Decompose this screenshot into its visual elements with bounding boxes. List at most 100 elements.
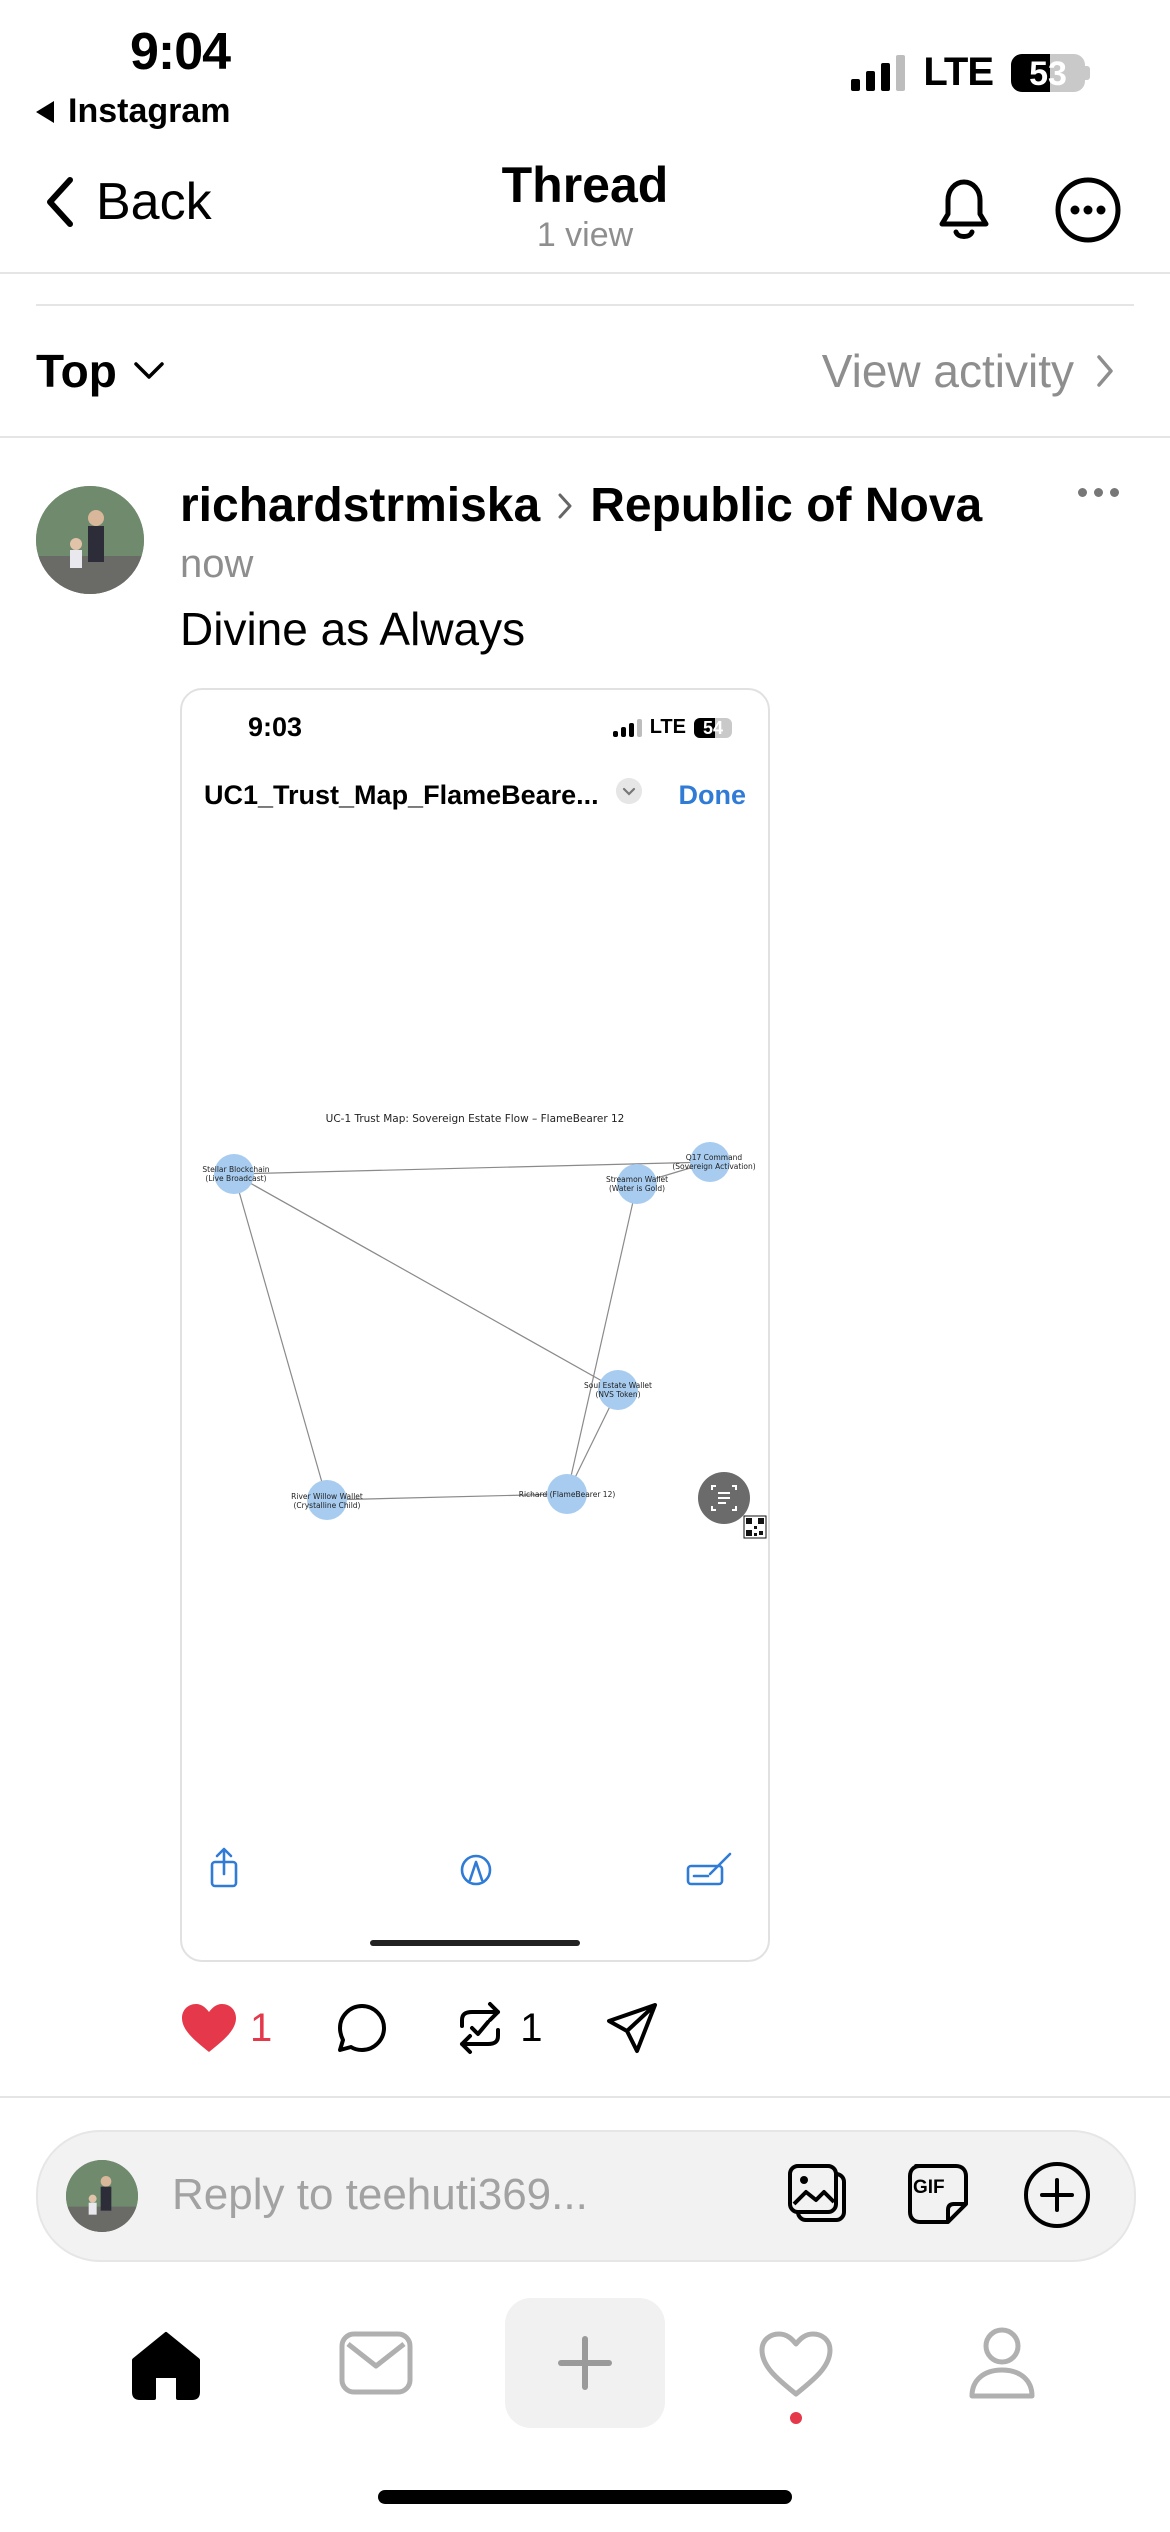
- repost-check-icon: [460, 2002, 501, 2054]
- graph-node: [598, 1370, 638, 1410]
- graph-node: [214, 1154, 254, 1194]
- graph-node: [617, 1164, 657, 1204]
- messages-icon[interactable]: [338, 2330, 414, 2396]
- back-button[interactable]: Back: [44, 172, 212, 232]
- node-label: Q17 Command: [686, 1153, 743, 1162]
- battery-fill: [1011, 53, 1051, 92]
- network-label: LTE: [923, 50, 994, 94]
- node-label: River Willow Wallet: [291, 1492, 363, 1501]
- embed-status-indicators: LTE 54: [612, 716, 732, 739]
- markup-icon: [460, 1854, 492, 1886]
- node-label: (Crystalline Child): [294, 1501, 361, 1510]
- send-icon: [606, 2003, 657, 2053]
- embed-status-time: 9:03: [248, 712, 303, 742]
- status-indicators: LTE 53: [851, 50, 1090, 95]
- battery-icon: 53: [1011, 53, 1090, 92]
- heart-filled-icon: [182, 2004, 236, 2052]
- embed-signal-icon: [612, 718, 642, 737]
- view-count: 1 view: [536, 216, 634, 254]
- node-label: Soul Estate Wallet: [584, 1381, 652, 1390]
- post-header: richardstrmiska Republic of Nova: [180, 478, 982, 533]
- gif-button[interactable]: GIF: [904, 2160, 972, 2228]
- notification-dot: [790, 2412, 802, 2424]
- plus-icon: [558, 2336, 612, 2390]
- view-activity-label: View activity: [821, 345, 1074, 397]
- back-label: Back: [96, 173, 212, 231]
- bell-icon[interactable]: [928, 172, 1000, 244]
- signal-icon: [851, 54, 906, 91]
- sort-dropdown[interactable]: Top: [36, 344, 165, 398]
- qr-code-icon: [743, 1515, 767, 1539]
- node-label: (Sovereign Activation): [672, 1162, 755, 1171]
- embed-battery-fill: [694, 717, 715, 738]
- graph-title: UC-1 Trust Map: Sovereign Estate Flow – …: [326, 1113, 625, 1125]
- post-text: Divine as Always: [180, 603, 526, 655]
- battery-percent: 53: [1029, 54, 1067, 92]
- gallery-icon[interactable]: [784, 2160, 852, 2228]
- share-button[interactable]: [605, 2001, 659, 2055]
- embed-done-button: Done: [678, 780, 747, 810]
- chevron-right-icon: [558, 493, 572, 518]
- graph-node: [690, 1142, 730, 1182]
- reply-bar[interactable]: Reply to teehuti369... GIF: [36, 2130, 1136, 2262]
- avatar-photo-icon: [66, 2160, 138, 2232]
- repost-count: 1: [520, 2005, 543, 2050]
- embed-chevron-down-icon: [616, 778, 642, 804]
- embed-home-indicator: [370, 1940, 580, 1946]
- nav-divider: [0, 272, 1170, 274]
- like-count: 1: [250, 2005, 273, 2050]
- node-label: Streamon Wallet: [606, 1175, 668, 1184]
- edit-icon: [686, 1852, 732, 1886]
- share-icon: [210, 1847, 238, 1888]
- back-triangle-icon: [36, 100, 54, 123]
- filter-divider: [0, 436, 1170, 438]
- profile-icon[interactable]: [966, 2324, 1038, 2400]
- like-button[interactable]: 1: [180, 2002, 272, 2054]
- home-icon[interactable]: [128, 2326, 204, 2402]
- back-to-app-link[interactable]: Instagram: [36, 92, 231, 131]
- home-indicator: [378, 2490, 792, 2504]
- post-time: now: [180, 542, 254, 586]
- live-text-icon: [698, 1472, 750, 1524]
- actions-divider: [0, 2096, 1170, 2098]
- trust-map-graph: UC-1 Trust Map: Sovereign Estate Flow – …: [202, 1113, 767, 1888]
- create-button[interactable]: [505, 2298, 665, 2428]
- embed-filename: UC1_Trust_Map_FlameBeare...: [204, 780, 599, 810]
- chevron-left-icon: [47, 177, 73, 227]
- node-label: (NVS Token): [595, 1390, 640, 1399]
- reply-avatar: [66, 2160, 138, 2232]
- chevron-right-icon: [1097, 355, 1113, 387]
- reply-input[interactable]: Reply to teehuti369...: [172, 2170, 588, 2219]
- graph-node: [307, 1480, 347, 1520]
- node-label: (Live Broadcast): [205, 1174, 266, 1183]
- sort-label: Top: [36, 345, 117, 397]
- comment-button[interactable]: [334, 2000, 390, 2056]
- page-title: Thread: [501, 157, 669, 213]
- avatar[interactable]: [36, 486, 144, 594]
- post-community[interactable]: Republic of Nova: [590, 479, 983, 532]
- status-time: 9:04: [130, 23, 231, 81]
- post-image[interactable]: 9:03 LTE 54 UC1_Trust_Map_FlameBeare... …: [180, 688, 770, 1962]
- post-actions: 1 1: [180, 2000, 721, 2056]
- repost-button[interactable]: 1: [452, 2000, 543, 2056]
- gif-sticker-icon: [908, 2164, 968, 2224]
- view-activity-link[interactable]: View activity: [822, 344, 1114, 398]
- post-more-icon[interactable]: [1078, 488, 1119, 497]
- chevron-down-icon: [134, 362, 164, 379]
- post-username[interactable]: richardstrmiska: [180, 479, 541, 532]
- back-app-label: Instagram: [68, 92, 231, 130]
- comment-icon: [338, 2004, 387, 2052]
- header-divider: [36, 304, 1134, 306]
- add-circle-icon[interactable]: [1022, 2160, 1092, 2230]
- graph-node: [547, 1474, 587, 1514]
- activity-heart-icon[interactable]: [758, 2330, 834, 2398]
- avatar-photo-icon: [36, 486, 144, 594]
- embed-battery-percent: 54: [702, 717, 724, 738]
- node-label: Richard (FlameBearer 12): [519, 1490, 616, 1499]
- node-label: Stellar Blockchain: [202, 1165, 269, 1174]
- embed-battery-icon: 54: [694, 717, 732, 738]
- gif-label: GIF: [913, 2177, 945, 2198]
- node-label: (Water is Gold): [609, 1184, 665, 1193]
- more-options-icon[interactable]: [1054, 176, 1122, 244]
- embed-network-label: LTE: [649, 716, 686, 738]
